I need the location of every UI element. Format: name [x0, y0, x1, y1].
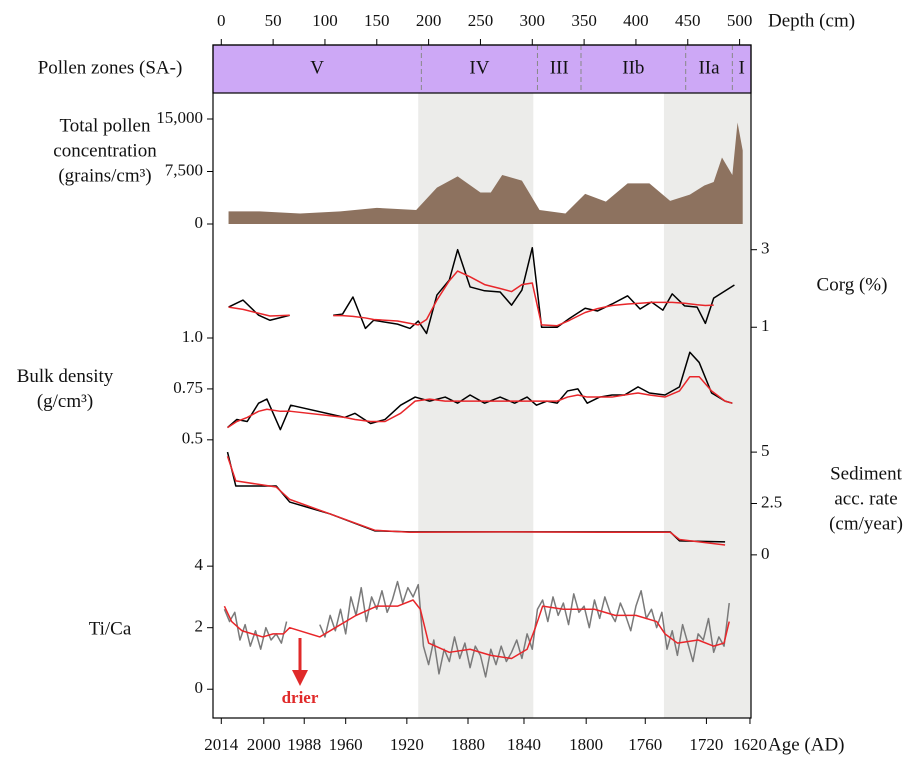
zone-label: IV — [469, 57, 489, 78]
y-axis-label: (cm/year) — [829, 513, 903, 534]
y-axis-label: Corg (%) — [817, 274, 888, 295]
x-tick-label: 350 — [571, 11, 597, 30]
line — [228, 270, 714, 327]
y-tick-label: 15,000 — [156, 108, 203, 127]
x-tick-label: 100 — [312, 11, 338, 30]
y-tick-label: 4 — [195, 555, 204, 574]
y-tick-label: 1 — [761, 316, 770, 335]
x-tick-label: 2014 — [204, 735, 239, 754]
y-tick-label: 0.5 — [182, 429, 203, 448]
x-tick-label: 1880 — [451, 735, 485, 754]
x-tick-label: 1840 — [507, 735, 541, 754]
zone-label: IIb — [622, 57, 644, 78]
x-tick-label: 1760 — [628, 735, 662, 754]
y-axis-label: Total pollen — [59, 115, 151, 136]
y-tick-label: 2.5 — [761, 492, 782, 511]
x-axis-label: Depth (cm) — [768, 10, 855, 31]
x-tick-label: 2000 — [247, 735, 281, 754]
y-tick-label: 0.75 — [173, 378, 203, 397]
x-tick-label: 150 — [364, 11, 390, 30]
zone-label: I — [739, 57, 745, 78]
x-tick-label: 1988 — [287, 735, 321, 754]
x-axis-label: Age (AD) — [768, 734, 845, 755]
line — [226, 455, 726, 546]
x-tick-label: 200 — [416, 11, 442, 30]
x-tick-label: 0 — [217, 11, 226, 30]
x-tick-label: 1720 — [689, 735, 723, 754]
x-tick-label: 1620 — [733, 735, 767, 754]
y-axis-label: Sediment — [830, 463, 902, 484]
annotation: drier — [282, 688, 319, 707]
area — [228, 122, 743, 224]
x-tick-label: 1960 — [329, 735, 363, 754]
zone-label: IIa — [698, 57, 720, 78]
x-tick-label: 50 — [265, 11, 282, 30]
y-axis-label: acc. rate — [834, 488, 897, 509]
zone-title: Pollen zones (SA-) — [38, 57, 183, 78]
x-tick-label: 1920 — [390, 735, 424, 754]
line — [227, 375, 733, 429]
x-tick-label: 450 — [675, 11, 701, 30]
y-tick-label: 2 — [195, 617, 204, 636]
annotation-arrowhead — [292, 670, 308, 686]
x-tick-label: 250 — [468, 11, 494, 30]
y-tick-label: 1.0 — [182, 327, 203, 346]
line — [227, 351, 733, 431]
y-axis-label: (grains/cm³) — [58, 165, 151, 186]
y-axis-label: (g/cm³) — [37, 391, 93, 412]
x-tick-label: 400 — [623, 11, 649, 30]
x-tick-label: 300 — [520, 11, 546, 30]
zone-band — [212, 44, 752, 94]
y-axis-label: concentration — [53, 140, 157, 161]
y-tick-label: 0 — [195, 213, 204, 232]
y-tick-label: 0 — [761, 544, 770, 563]
y-tick-label: 7,500 — [165, 160, 203, 179]
y-tick-label: 0 — [195, 678, 204, 697]
y-tick-label: 5 — [761, 441, 770, 460]
frame — [212, 44, 752, 719]
line — [223, 599, 730, 660]
x-tick-label: 500 — [727, 11, 753, 30]
x-tick-label: 1800 — [569, 735, 603, 754]
y-axis-label: Ti/Ca — [89, 618, 132, 639]
y-axis-label: Bulk density — [17, 366, 114, 387]
zone-label: V — [310, 57, 324, 78]
y-tick-label: 3 — [761, 239, 770, 258]
zone-label: III — [550, 57, 569, 78]
